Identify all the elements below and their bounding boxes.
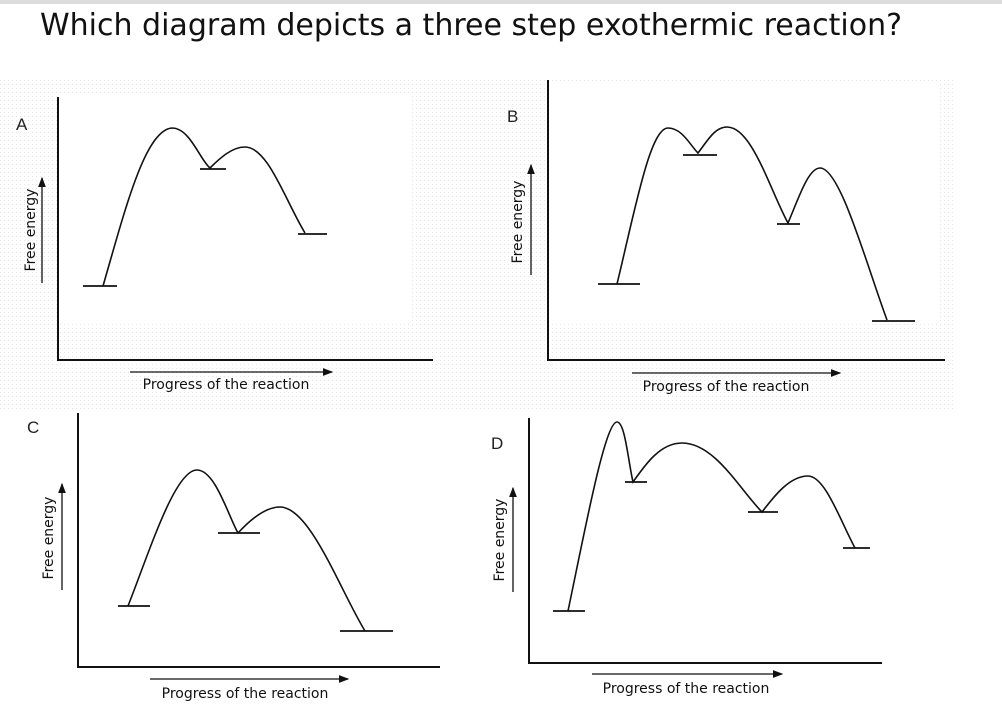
diagram-d: D Free energy Progress of the reaction bbox=[491, 418, 882, 697]
diagram-label: D bbox=[491, 434, 503, 453]
y-axis-label: Free energy bbox=[41, 497, 57, 580]
x-axis-label: Progress of the reaction bbox=[143, 377, 310, 393]
energy-curve bbox=[127, 469, 366, 632]
axes bbox=[77, 413, 440, 668]
diagram-label: B bbox=[507, 107, 518, 126]
y-axis-label: Free energy bbox=[492, 499, 508, 582]
x-axis-label: Progress of the reaction bbox=[162, 686, 329, 702]
question: Which diagram depicts a three step exoth… bbox=[40, 8, 902, 43]
diagram-b: B Free energy Progress of the reaction bbox=[507, 80, 945, 395]
diagram-label: C bbox=[27, 418, 39, 437]
plot-bg bbox=[550, 84, 940, 324]
y-axis-label: Free energy bbox=[23, 189, 39, 272]
energy-curve bbox=[102, 127, 306, 287]
axes bbox=[57, 97, 433, 361]
plot-bg bbox=[60, 96, 410, 321]
diagram-a: A Free energy Progress of the reaction bbox=[16, 97, 433, 393]
diagram-label: A bbox=[16, 115, 28, 134]
energy-curve bbox=[616, 126, 888, 321]
x-axis-label: Progress of the reaction bbox=[603, 681, 770, 697]
axes bbox=[528, 418, 882, 664]
x-axis-label: Progress of the reaction bbox=[643, 379, 810, 395]
diagram-c: C Free energy Progress of the reaction bbox=[27, 413, 440, 702]
energy-curve bbox=[567, 421, 856, 612]
y-axis-label: Free energy bbox=[510, 181, 526, 264]
axes bbox=[547, 80, 945, 361]
top-bar bbox=[0, 0, 1002, 4]
